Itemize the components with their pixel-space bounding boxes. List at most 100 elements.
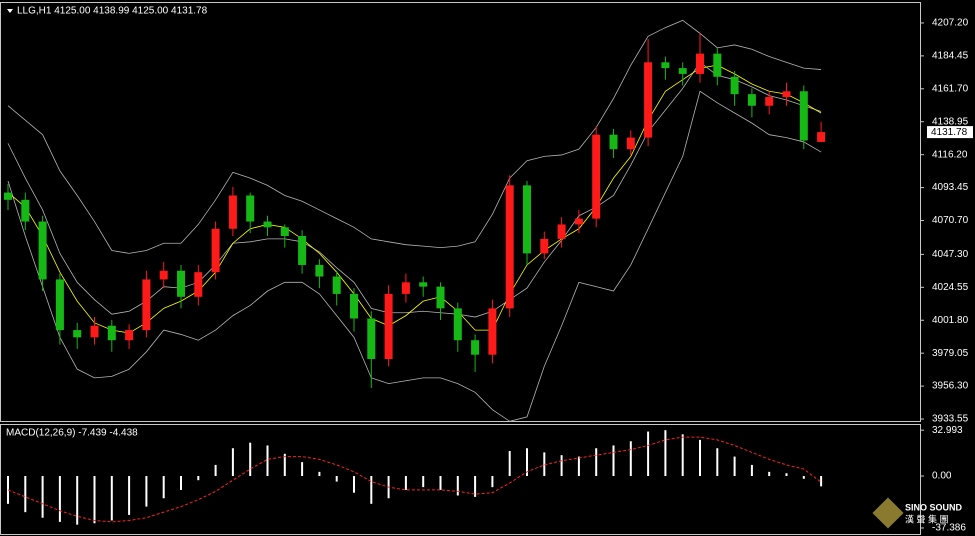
macd-bar [335, 476, 338, 482]
macd-bar [180, 476, 182, 490]
macd-bar [162, 476, 165, 499]
y-tick-label: 4024.55 [932, 282, 969, 293]
y-tick-label: 3979.05 [932, 348, 969, 359]
macd-bar [577, 456, 580, 477]
macd-bar [439, 476, 442, 490]
candle-body [401, 282, 410, 294]
candle-body [696, 53, 704, 74]
signal-line [7, 436, 822, 523]
macd-bar [699, 439, 701, 477]
macd-bar [58, 476, 61, 522]
candle-body [280, 227, 289, 237]
candle-body [90, 325, 99, 338]
macd-bar [110, 476, 113, 521]
macd-bar [283, 453, 286, 477]
macd-bar [785, 473, 788, 477]
macd-bar [802, 476, 805, 479]
macd-bar [508, 451, 511, 477]
candle-body [38, 221, 47, 280]
candle-body [713, 53, 722, 77]
macd-bar [733, 456, 736, 477]
indicator-line [7, 90, 822, 422]
candle-body [194, 272, 203, 297]
macd-bar [595, 448, 598, 477]
candle-body [125, 330, 134, 341]
candle-body [730, 76, 739, 95]
candle-body [523, 185, 531, 254]
macd-bar [318, 471, 321, 477]
macd-bar [491, 476, 494, 488]
candle-body [21, 199, 30, 222]
macd-bar [820, 476, 823, 487]
macd-bar [76, 476, 79, 525]
macd-bar [370, 476, 373, 504]
y-tick-label: 4184.45 [932, 51, 969, 62]
candle-body [644, 62, 653, 138]
indicator-line [7, 19, 822, 254]
candle-body [228, 195, 237, 229]
candle-body [419, 282, 428, 287]
candle-body [384, 293, 393, 360]
candle-body [73, 330, 82, 338]
y-tick-label: 4207.20 [932, 18, 969, 29]
macd-bar [7, 476, 9, 504]
candle-body [488, 308, 497, 355]
y-tick-label: 0.00 [932, 471, 952, 482]
candle-body [332, 276, 341, 294]
y-tick-label: 32.993 [932, 425, 963, 436]
candle-body [211, 228, 220, 273]
macd-bar [612, 445, 615, 477]
candle-body [263, 221, 272, 228]
macd-bar [197, 476, 200, 481]
candle-body [298, 236, 307, 265]
header: LLG,H1 4125.00 4138.99 4125.00 4131.78 [17, 6, 208, 17]
macd-bar [145, 476, 148, 507]
macd-bar [647, 431, 650, 477]
y-tick-label: 3933.55 [932, 414, 969, 425]
candle-body [592, 134, 601, 219]
macd-bar [543, 452, 546, 477]
candle-body [350, 293, 358, 319]
macd-bar [231, 448, 234, 477]
candle-body [177, 270, 185, 297]
y-tick-label: 4093.45 [932, 182, 969, 193]
macd-bar [474, 476, 477, 497]
macd-bar [404, 476, 407, 490]
candle-body [436, 286, 445, 309]
candle-body [747, 94, 756, 106]
macd-bar [716, 448, 719, 477]
candle-body [315, 264, 324, 277]
candle-body [765, 97, 774, 106]
watermark-sub: 漢 聲 集 團 [905, 513, 949, 524]
candle-body [107, 325, 116, 341]
candle-body [782, 91, 791, 98]
candle-body [557, 224, 566, 239]
y-tick-label: 4070.70 [932, 215, 969, 226]
macd-bar [41, 476, 44, 518]
candle-body [246, 195, 255, 222]
price-tag-bg [927, 126, 973, 139]
y-tick-label: 4047.30 [932, 249, 969, 260]
macd-bar [750, 464, 753, 477]
macd-bar [422, 476, 425, 488]
candle-body [574, 218, 583, 225]
y-tick-label: 4116.20 [932, 149, 968, 160]
y-tick-label: 3956.30 [932, 381, 969, 392]
y-tick-label: -37.386 [932, 523, 966, 534]
macd-bar [214, 464, 217, 477]
candle-body [367, 318, 376, 360]
candle-body [4, 192, 12, 200]
y-tick-label: 4001.80 [932, 315, 969, 326]
header-arrow [7, 9, 13, 13]
macd-bar [24, 476, 27, 513]
macd-bar [526, 448, 528, 477]
macd-bar [629, 441, 632, 477]
price-tag: 4131.78 [931, 127, 968, 138]
candle-body [505, 185, 514, 309]
macd-bar [768, 471, 771, 477]
macd-bar [456, 476, 459, 496]
macd-bar [664, 430, 667, 477]
macd-bar [128, 476, 131, 515]
